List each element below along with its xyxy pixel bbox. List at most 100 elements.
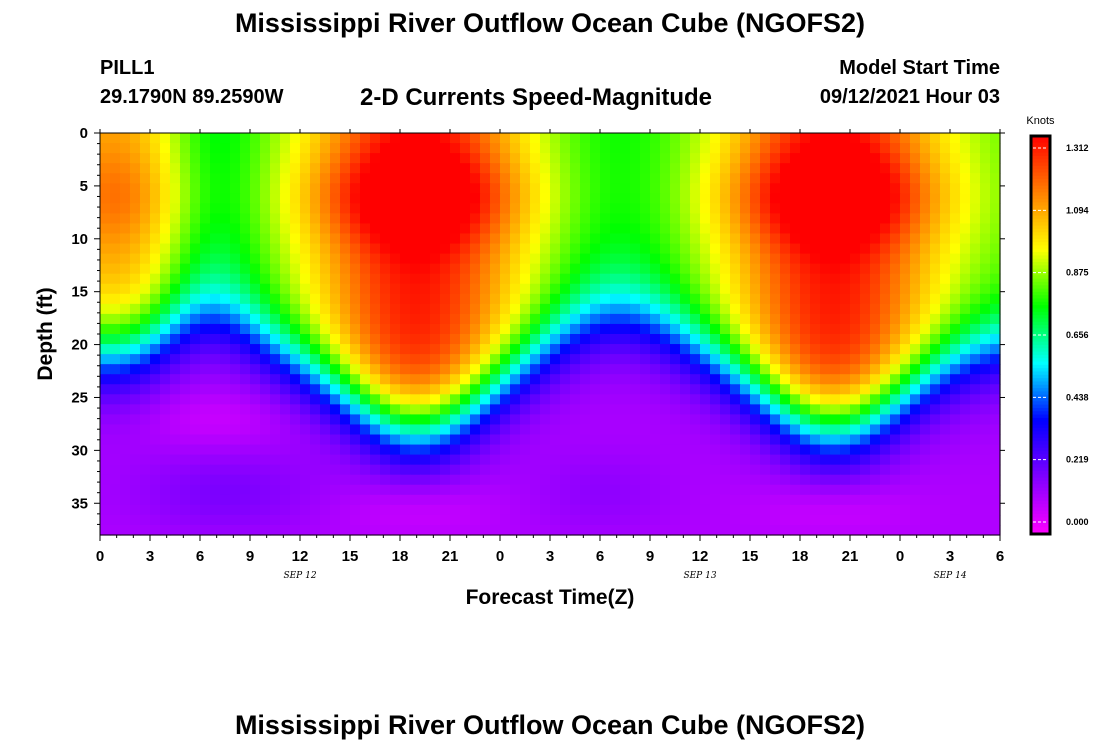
- heatmap-cell: [110, 514, 121, 526]
- heatmap-cell: [710, 374, 721, 385]
- day-label: SEP 14: [933, 571, 966, 581]
- heatmap-cell: [260, 283, 271, 295]
- heatmap-cell: [410, 354, 421, 365]
- heatmap-cell: [350, 454, 361, 466]
- heatmap-cell: [990, 374, 1001, 385]
- heatmap-cell: [810, 444, 821, 456]
- heatmap-cell: [740, 434, 751, 446]
- heatmap-cell: [200, 253, 211, 265]
- heatmap-cell: [790, 153, 801, 164]
- heatmap-cell: [620, 243, 631, 255]
- heatmap-cell: [300, 524, 311, 536]
- heatmap-cell: [330, 303, 341, 315]
- heatmap-cell: [170, 424, 181, 436]
- heatmap-cell: [740, 213, 751, 225]
- heatmap-cell: [490, 223, 501, 235]
- heatmap-cell: [730, 494, 741, 506]
- heatmap-cell: [940, 354, 951, 365]
- heatmap-cell: [320, 283, 331, 295]
- heatmap-cell: [630, 173, 641, 184]
- heatmap-cell: [500, 354, 511, 365]
- heatmap-cell: [970, 303, 981, 315]
- heatmap-cell: [160, 243, 171, 255]
- heatmap-cell: [430, 143, 441, 154]
- heatmap-cell: [300, 313, 311, 325]
- heatmap-cell: [300, 183, 311, 194]
- heatmap-cell: [730, 293, 741, 305]
- heatmap-cell: [300, 464, 311, 476]
- model-start-time: 09/12/2021 Hour 03: [819, 86, 1000, 108]
- heatmap-cell: [180, 454, 191, 466]
- heatmap-cell: [580, 193, 591, 204]
- heatmap-cell: [180, 344, 191, 355]
- heatmap-cell: [400, 484, 411, 496]
- heatmap-cell: [130, 444, 141, 456]
- heatmap-cell: [230, 344, 241, 355]
- heatmap-cell: [360, 344, 371, 355]
- heatmap-cell: [320, 424, 331, 436]
- heatmap-cell: [330, 153, 341, 164]
- bottom-title: Mississippi River Outflow Ocean Cube (NG…: [234, 710, 866, 740]
- heatmap-cell: [560, 193, 571, 204]
- heatmap-cell: [250, 213, 261, 225]
- heatmap-cell: [960, 454, 971, 466]
- heatmap-cell: [530, 404, 541, 415]
- heatmap-cell: [620, 273, 631, 285]
- heatmap-cell: [940, 283, 951, 295]
- heatmap-cell: [330, 364, 341, 375]
- heatmap-cell: [590, 384, 601, 395]
- heatmap-cell: [900, 394, 911, 405]
- heatmap-cell: [980, 504, 991, 516]
- heatmap-cell: [340, 233, 351, 245]
- heatmap-cell: [940, 213, 951, 225]
- heatmap-cell: [560, 283, 571, 295]
- heatmap-cell: [160, 504, 171, 516]
- heatmap-cell: [750, 303, 761, 315]
- heatmap-cell: [230, 374, 241, 385]
- colorbar-swatch: [1031, 328, 1050, 333]
- heatmap-cell: [880, 334, 891, 345]
- heatmap-cell: [170, 484, 181, 496]
- heatmap-cell: [950, 394, 961, 405]
- heatmap-cell: [730, 404, 741, 415]
- x-tick-label: 15: [342, 548, 359, 565]
- heatmap-cell: [310, 374, 321, 385]
- heatmap-cell: [930, 223, 941, 235]
- heatmap-cell: [570, 514, 581, 526]
- heatmap-cell: [400, 313, 411, 325]
- heatmap-cell: [460, 233, 471, 245]
- heatmap-cell: [850, 494, 861, 506]
- heatmap-cell: [600, 173, 611, 184]
- heatmap-cell: [100, 394, 111, 405]
- heatmap-cell: [430, 364, 441, 375]
- heatmap-cell: [270, 454, 281, 466]
- heatmap-cell: [710, 394, 721, 405]
- heatmap-cell: [690, 494, 701, 506]
- heatmap-cell: [770, 384, 781, 395]
- heatmap-cell: [970, 514, 981, 526]
- heatmap-cell: [990, 454, 1001, 466]
- heatmap-cell: [460, 213, 471, 225]
- heatmap-cell: [760, 444, 771, 456]
- x-tick-label: 21: [442, 548, 459, 565]
- heatmap-cell: [260, 203, 271, 214]
- heatmap-cell: [100, 213, 111, 225]
- colorbar-swatch: [1031, 152, 1050, 157]
- heatmap-cell: [200, 183, 211, 194]
- heatmap-cell: [510, 173, 521, 184]
- heatmap-cell: [610, 434, 621, 446]
- heatmap-cell: [500, 484, 511, 496]
- heatmap-cell: [440, 183, 451, 194]
- heatmap-cell: [890, 454, 901, 466]
- heatmap-cell: [930, 404, 941, 415]
- heatmap-cell: [570, 364, 581, 375]
- heatmap-cell: [910, 213, 921, 225]
- heatmap-cell: [490, 303, 501, 315]
- heatmap-cell: [190, 183, 201, 194]
- heatmap-cell: [320, 193, 331, 204]
- heatmap-cell: [230, 193, 241, 204]
- heatmap-cell: [230, 313, 241, 325]
- heatmap-cell: [100, 474, 111, 486]
- heatmap-cell: [810, 334, 821, 345]
- heatmap-cell: [830, 313, 841, 325]
